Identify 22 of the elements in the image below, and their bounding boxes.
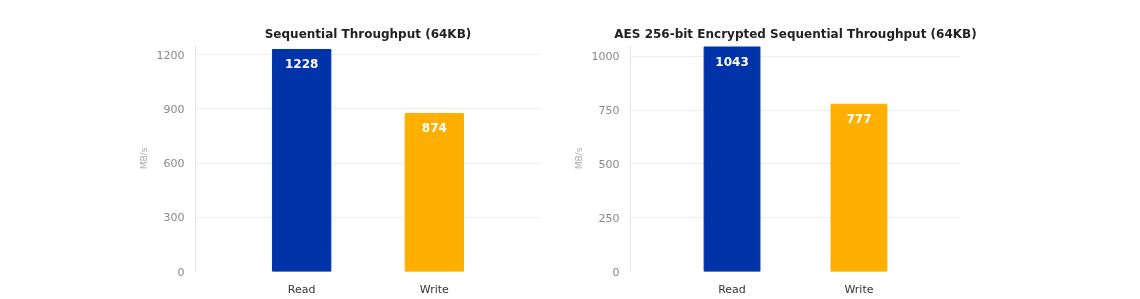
y-tick-label: 900 (163, 102, 185, 116)
x-tick-label: Write (844, 282, 874, 296)
y-tick-label: 250 (598, 211, 620, 225)
y-tick-label: 600 (163, 157, 185, 171)
x-tick-label: Write (419, 282, 450, 296)
y-tick-label: 300 (163, 211, 185, 225)
x-tick-label: Read (287, 282, 316, 296)
data-label: 777 (846, 112, 872, 127)
chart-title: Sequential Throughput (64KB) (264, 26, 472, 41)
y-axis-title: MB/s (573, 147, 584, 170)
data-label: 1043 (715, 55, 749, 70)
y-tick-label: 750 (598, 104, 620, 118)
y-axis-title: MB/s (138, 147, 149, 170)
y-tick-label: 0 (177, 265, 185, 279)
y-tick-label: 1200 (156, 48, 185, 62)
y-tick-label: 0 (612, 265, 620, 279)
data-label: 1228 (284, 57, 319, 72)
data-label: 874 (421, 121, 447, 136)
y-tick-label: 500 (598, 157, 620, 171)
y-tick-label: 1000 (591, 50, 620, 64)
chart-title: AES 256-bit Encrypted Sequential Throughput (64KB) (614, 26, 977, 41)
x-tick-label: Read (718, 282, 746, 296)
